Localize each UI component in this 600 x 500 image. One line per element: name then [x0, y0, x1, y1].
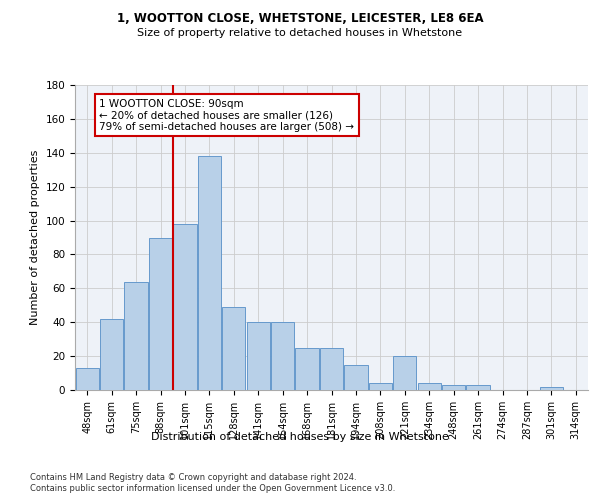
- Y-axis label: Number of detached properties: Number of detached properties: [30, 150, 40, 325]
- Text: Distribution of detached houses by size in Whetstone: Distribution of detached houses by size …: [151, 432, 449, 442]
- Bar: [222, 307, 245, 390]
- Bar: [418, 383, 441, 390]
- Bar: [198, 156, 221, 390]
- Bar: [393, 356, 416, 390]
- Bar: [149, 238, 172, 390]
- Bar: [100, 319, 123, 390]
- Bar: [247, 322, 270, 390]
- Bar: [271, 322, 294, 390]
- Bar: [320, 348, 343, 390]
- Text: Size of property relative to detached houses in Whetstone: Size of property relative to detached ho…: [137, 28, 463, 38]
- Bar: [466, 385, 490, 390]
- Bar: [540, 386, 563, 390]
- Text: Contains public sector information licensed under the Open Government Licence v3: Contains public sector information licen…: [30, 484, 395, 493]
- Bar: [124, 282, 148, 390]
- Bar: [442, 385, 465, 390]
- Bar: [344, 364, 368, 390]
- Text: 1 WOOTTON CLOSE: 90sqm
← 20% of detached houses are smaller (126)
79% of semi-de: 1 WOOTTON CLOSE: 90sqm ← 20% of detached…: [100, 98, 355, 132]
- Bar: [173, 224, 197, 390]
- Text: 1, WOOTTON CLOSE, WHETSTONE, LEICESTER, LE8 6EA: 1, WOOTTON CLOSE, WHETSTONE, LEICESTER, …: [116, 12, 484, 26]
- Bar: [369, 383, 392, 390]
- Bar: [76, 368, 99, 390]
- Text: Contains HM Land Registry data © Crown copyright and database right 2024.: Contains HM Land Registry data © Crown c…: [30, 472, 356, 482]
- Bar: [295, 348, 319, 390]
